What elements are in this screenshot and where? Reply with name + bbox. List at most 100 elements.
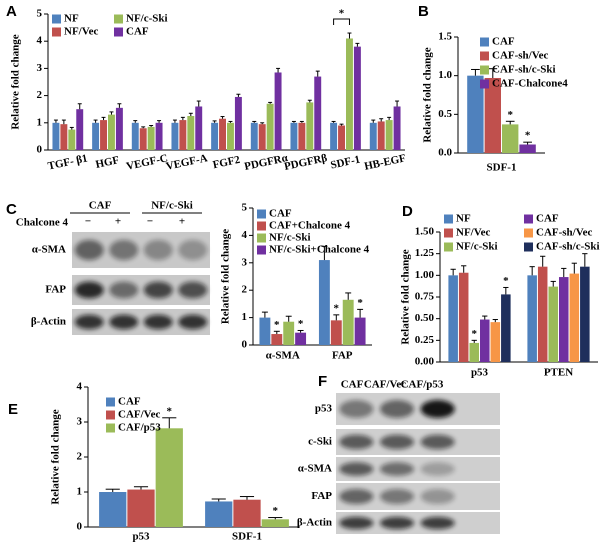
blot-sign: −: [85, 216, 91, 228]
x-tick-label: VEGF-A: [165, 152, 209, 173]
legend-label: CAF-sh/c-Ski: [492, 64, 556, 76]
blot-band: [109, 239, 139, 261]
blot-column-label: CAF: [341, 379, 364, 391]
legend-swatch: [524, 242, 533, 252]
y-tick-label: 1: [37, 116, 43, 128]
legend-label: NF/c-Ski: [269, 232, 311, 244]
bar: [99, 492, 127, 527]
legend-swatch: [114, 27, 123, 37]
x-tick-label: HB-EGF: [363, 152, 407, 173]
blot-band: [339, 400, 374, 418]
legend-label: NF/Vec: [456, 227, 491, 239]
significance-bracket: [333, 18, 350, 26]
legend-swatch: [480, 79, 489, 89]
legend-label: CAF: [269, 208, 292, 220]
legend-swatch: [524, 214, 533, 224]
legend-label: NF: [456, 213, 471, 225]
y-axis-label: Relative fold change: [400, 249, 412, 344]
blot-band: [178, 314, 208, 330]
blot-band: [143, 281, 173, 299]
blot-band: [178, 281, 208, 299]
bar: [155, 428, 183, 527]
blot-sign: +: [179, 216, 185, 228]
y-tick-label: 3: [242, 256, 248, 268]
bar: [501, 294, 511, 362]
blot-band: [339, 434, 374, 450]
bar: [306, 102, 314, 150]
bar: [369, 122, 377, 150]
legend-swatch: [480, 37, 489, 47]
significance-label: *: [334, 302, 340, 314]
legend-label: CAF/Vec: [118, 409, 160, 421]
legend-swatch: [106, 423, 115, 433]
bar: [211, 122, 219, 150]
bar: [258, 124, 266, 150]
blot-row-label: FAP: [311, 490, 332, 502]
bar: [290, 122, 298, 150]
bar: [108, 114, 115, 150]
blot-band: [74, 314, 104, 330]
bar: [342, 299, 354, 345]
legend-label: NF: [64, 13, 79, 25]
legend-swatch: [257, 209, 266, 219]
blot-row-label: α-SMA: [298, 463, 332, 475]
legend-label: CAF: [126, 26, 149, 38]
bar: [227, 122, 234, 150]
bar: [187, 116, 195, 150]
panel-label: A: [6, 3, 17, 20]
panel-label: E: [8, 401, 18, 418]
blot-band: [379, 462, 415, 476]
legend-label: CAF-sh/Vec: [536, 227, 593, 239]
legend-swatch: [257, 233, 266, 243]
x-tick-label: FGF2: [212, 154, 242, 172]
blot-band: [109, 281, 139, 299]
bar: [155, 122, 163, 150]
bar: [205, 501, 233, 527]
legend-label: CAF: [118, 396, 141, 408]
bar: [458, 272, 469, 362]
bar: [502, 124, 519, 153]
bar: [548, 286, 558, 362]
legend-label: NF/Vec: [64, 26, 99, 38]
x-tick-label: p53: [132, 531, 150, 543]
y-tick-label: 0: [242, 339, 248, 351]
blot-band: [420, 400, 455, 418]
blot-row-label: FAP: [45, 284, 66, 296]
x-tick-label: SDF-1: [487, 162, 517, 174]
bar: [171, 122, 179, 150]
bar: [580, 266, 590, 362]
panel-label: B: [418, 3, 429, 20]
y-tick-label: 2: [37, 89, 43, 101]
blot-row-label: β-Actin: [31, 316, 66, 328]
significance-label: *: [357, 297, 363, 309]
bar: [377, 121, 385, 150]
bar: [92, 122, 100, 150]
legend-swatch: [480, 51, 489, 61]
blot-column-label: CAF/p53: [401, 379, 444, 391]
legend-swatch: [444, 228, 453, 238]
blot-band: [74, 239, 104, 261]
legend-swatch: [444, 242, 453, 252]
bar: [283, 321, 295, 345]
blot-band: [143, 239, 173, 261]
y-axis-label: Relative fold change: [50, 409, 62, 504]
legend-label: CAF-sh/Vec: [492, 50, 549, 62]
bar: [469, 342, 479, 362]
y-tick-label: 1.00: [415, 269, 435, 281]
blot-sign: −: [147, 216, 153, 228]
y-tick-label: 0: [37, 144, 43, 156]
blot-row-label: α-SMA: [32, 244, 66, 256]
bar: [330, 320, 342, 345]
blot-band: [339, 488, 374, 505]
bar: [139, 128, 147, 150]
y-tick-label: 0.0: [438, 147, 452, 159]
x-tick-label: PTEN: [544, 367, 573, 379]
y-tick-label: 0.00: [415, 356, 435, 368]
blot-sign: +: [115, 216, 121, 228]
y-tick-label: 0.75: [415, 291, 435, 303]
legend-label: NF/c-Ski+Chalcone 4: [269, 244, 370, 256]
bar: [266, 103, 274, 150]
blot-band: [109, 314, 139, 330]
blot-band: [420, 488, 455, 505]
